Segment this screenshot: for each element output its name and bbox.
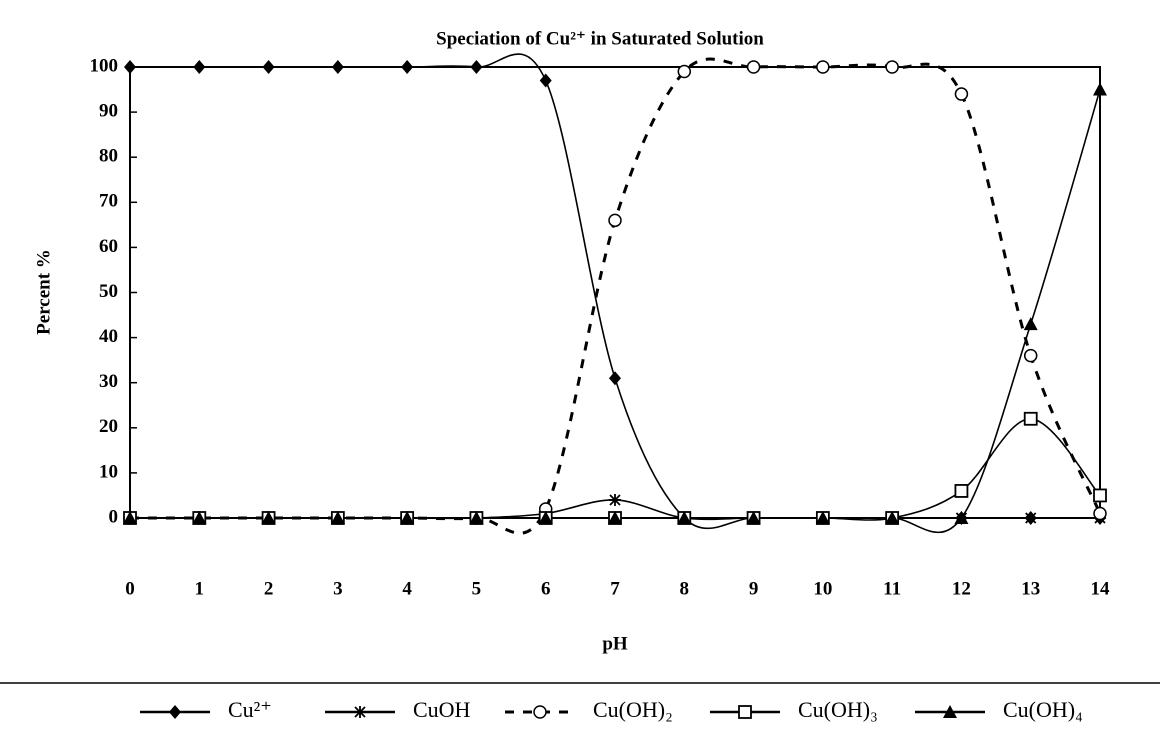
legend-marker [354,706,366,718]
legend-label: CuOH [413,697,471,722]
legend-marker [739,706,751,718]
data-point [263,60,275,74]
data-point [817,61,829,73]
x-tick-label: 6 [541,578,551,599]
data-point [955,88,967,100]
x-tick-label: 2 [264,578,274,599]
series-line [130,90,1100,533]
data-point [609,494,621,506]
y-tick-label: 30 [99,371,118,392]
y-tick-label: 70 [99,191,118,212]
y-tick-label: 50 [99,281,118,302]
y-tick-label: 10 [99,461,118,482]
y-tick-label: 60 [99,236,118,257]
data-point [1093,83,1107,96]
legend-label: Cu(OH)₂ [593,697,673,722]
y-axis-label: Percent % [33,249,54,335]
data-point [609,214,621,226]
plot-frame [130,67,1100,518]
data-point [1025,350,1037,362]
x-tick-label: 3 [333,578,343,599]
y-tick-label: 20 [99,416,118,437]
x-axis-label: pH [602,633,628,654]
data-point [401,60,413,74]
x-tick-label: 11 [883,578,901,599]
x-tick-label: 0 [125,578,135,599]
x-tick-label: 5 [472,578,482,599]
y-tick-label: 80 [99,146,118,167]
x-tick-label: 12 [952,578,971,599]
x-tick-label: 1 [195,578,205,599]
y-tick-label: 90 [99,100,118,121]
legend-label: Cu(OH)₃ [798,697,878,722]
legend-label: Cu(OH)₄ [1003,697,1083,722]
x-tick-label: 10 [813,578,832,599]
data-point [1025,512,1037,524]
x-tick-label: 9 [749,578,759,599]
data-point [1024,317,1038,330]
x-tick-label: 14 [1091,578,1111,599]
series-line [130,54,1100,528]
data-point [748,61,760,73]
legend-marker [169,705,181,719]
x-tick-label: 13 [1021,578,1040,599]
data-point [1094,489,1106,501]
data-point [193,60,205,74]
data-point [1025,413,1037,425]
x-tick-label: 8 [680,578,690,599]
chart: Speciation of Cu²⁺ in Saturated Solution… [0,0,1160,729]
data-point [470,60,482,74]
data-point [678,66,690,78]
y-tick-label: 100 [90,55,119,76]
data-point [540,74,552,88]
y-tick-label: 0 [109,506,119,527]
series-line [130,59,1100,533]
y-tick-label: 40 [99,326,118,347]
data-point [955,485,967,497]
data-point [332,60,344,74]
legend-marker [534,706,546,718]
data-point [886,61,898,73]
data-point [1094,507,1106,519]
data-point [124,60,136,74]
chart-title: Speciation of Cu²⁺ in Saturated Solution [436,28,764,49]
legend-label: Cu²⁺ [228,697,272,722]
data-point [609,371,621,385]
x-tick-label: 4 [402,578,412,599]
x-tick-label: 7 [610,578,620,599]
